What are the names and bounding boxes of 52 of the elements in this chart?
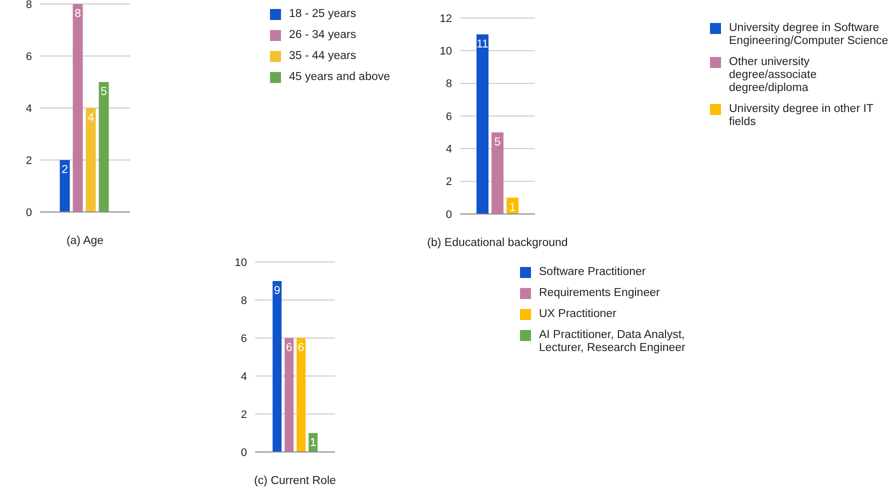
y-tick-label: 6 xyxy=(26,50,32,63)
data-label: 9 xyxy=(274,285,280,298)
y-tick-label: 2 xyxy=(446,176,452,188)
legend-label: University degree in other IT fields xyxy=(729,103,874,129)
y-tick-label: 0 xyxy=(240,446,247,459)
y-tick-label: 8 xyxy=(240,294,247,307)
y-tick-label: 12 xyxy=(440,12,452,25)
y-tick-label: 2 xyxy=(26,154,32,167)
legend-label: 18 - 25 years xyxy=(289,8,356,21)
legend-label: 26 - 34 years xyxy=(289,29,356,42)
data-label: 8 xyxy=(74,8,82,20)
legend-label: University degree in Software Engineering/Computer Science xyxy=(729,22,890,48)
data-label: 4 xyxy=(88,112,95,124)
bar xyxy=(296,338,306,452)
data-label: 6 xyxy=(298,342,304,354)
legend-label: AI Practitioner, Data Analyst, Lecturer, Research Engineer xyxy=(539,329,686,355)
y-tick-label: 4 xyxy=(26,102,32,115)
y-tick-label: 10 xyxy=(234,256,247,269)
legend-label: UX Practitioner xyxy=(539,308,616,321)
bar xyxy=(272,281,282,452)
data-label: 5 xyxy=(494,136,501,148)
legend-label: Other university degree/associate degree/diploma xyxy=(729,56,818,95)
bar xyxy=(284,338,294,452)
data-label: 11 xyxy=(476,38,488,50)
bar xyxy=(492,132,504,214)
data-label: 5 xyxy=(100,86,108,98)
legend-label: Requirements Engineer xyxy=(539,287,660,300)
y-tick-label: 4 xyxy=(240,370,247,383)
data-label: 1 xyxy=(509,202,516,214)
bar xyxy=(98,82,109,212)
bar xyxy=(72,4,83,212)
y-tick-label: 2 xyxy=(240,408,247,421)
x-axis-title: (b) Educational background xyxy=(427,237,568,249)
y-tick-label: 10 xyxy=(440,46,452,58)
bar xyxy=(476,34,488,214)
data-label: 6 xyxy=(286,342,292,354)
data-label: 2 xyxy=(62,164,68,176)
y-tick-label: 8 xyxy=(26,0,32,11)
x-axis-title: (c) Current Role xyxy=(254,475,336,487)
y-tick-label: 0 xyxy=(26,206,32,219)
y-tick-label: 8 xyxy=(446,78,452,90)
bar xyxy=(86,108,96,212)
y-tick-label: 4 xyxy=(446,144,452,156)
data-label: 1 xyxy=(310,437,316,450)
legend-label: 35 - 44 years xyxy=(289,50,356,63)
y-tick-label: 6 xyxy=(240,332,247,345)
y-tick-label: 0 xyxy=(446,208,452,221)
x-axis-title: (a) Age xyxy=(66,235,104,247)
y-tick-label: 6 xyxy=(446,110,452,123)
bar xyxy=(60,160,70,212)
legend-label: Software Practitioner xyxy=(539,266,646,279)
legend-label: 45 years and above xyxy=(289,71,390,84)
